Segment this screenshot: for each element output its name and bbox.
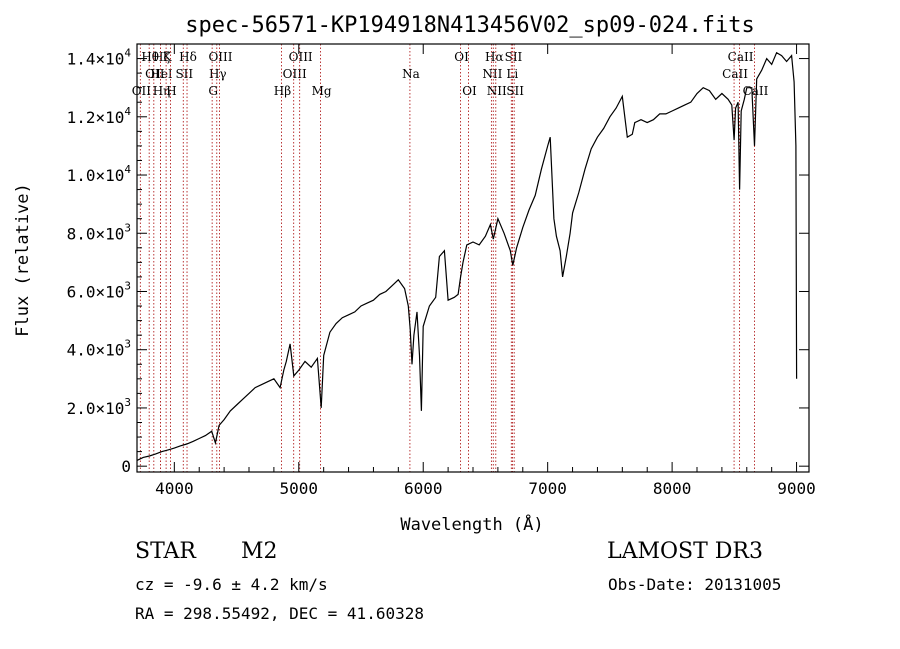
object-subclass: M2 xyxy=(241,539,278,564)
y-tick-exponent: 4 xyxy=(124,105,131,118)
y-tick-mantissa: 8.0×10 xyxy=(67,224,125,243)
x-axis-label: Wavelength (Å) xyxy=(400,513,543,535)
survey-name: LAMOST DR3 xyxy=(607,539,763,564)
spectral-line-markers: HθOIIOIIHζHeIHηKHSIIHδHγGOIIIHβOIIIOIIIM… xyxy=(132,44,769,472)
x-tick-label: 7000 xyxy=(528,479,567,498)
y-tick-label: 6.0×103 xyxy=(67,279,131,301)
x-tick-label: 4000 xyxy=(155,479,194,498)
y-tick-exponent: 3 xyxy=(124,338,131,351)
x-tick-label: 8000 xyxy=(653,479,692,498)
coordinates-readout: RA = 298.55492, DEC = 41.60328 xyxy=(135,604,424,623)
y-tick-label: 2.0×103 xyxy=(67,396,131,418)
line-marker-label: CaII xyxy=(728,50,754,64)
observation-date: Obs-Date: 20131005 xyxy=(608,575,782,594)
spectrum-line xyxy=(136,51,798,461)
line-marker-label: Hβ xyxy=(274,84,291,98)
y-tick-label: 1.2×104 xyxy=(67,105,132,127)
line-marker-label: OIII xyxy=(289,50,313,64)
line-marker-label: Hα xyxy=(485,50,504,64)
y-tick-exponent: 4 xyxy=(124,163,131,176)
y-axis-label: Flux (relative) xyxy=(13,183,33,337)
chart-title: spec-56571-KP194918N413456V02_sp09-024.f… xyxy=(185,13,755,38)
y-tick-exponent: 3 xyxy=(124,221,131,234)
y-tick-exponent: 3 xyxy=(124,396,131,409)
y-tick-label: 8.0×103 xyxy=(67,221,131,243)
object-class: STAR xyxy=(135,539,196,564)
line-marker-label: SII xyxy=(175,67,193,81)
y-tick-exponent: 3 xyxy=(124,279,131,292)
axis-ticks: 4000 5000 6000 7000 8000 900002.0×1034.0×1036… xyxy=(67,44,816,498)
y-tick-mantissa: 2.0×10 xyxy=(67,399,125,418)
y-tick-label: 1.0×104 xyxy=(67,163,132,185)
line-marker-label: OI xyxy=(462,84,477,98)
line-marker-label: Hζ xyxy=(153,50,170,64)
x-tick-label: 6000 xyxy=(404,479,443,498)
line-marker-label: Mg xyxy=(312,84,332,98)
x-tick-label: 9000 xyxy=(777,479,816,498)
y-tick-mantissa: 6.0×10 xyxy=(67,282,125,301)
line-marker-label: OIII xyxy=(208,50,232,64)
y-tick-label: 4.0×103 xyxy=(67,338,131,360)
line-marker-label: Hδ xyxy=(179,50,197,64)
line-marker-label: SII xyxy=(505,50,523,64)
y-tick-label: 1.4×104 xyxy=(67,47,132,69)
line-marker-label: SII xyxy=(506,84,524,98)
line-marker-label: NII xyxy=(487,84,507,98)
y-tick-exponent: 4 xyxy=(124,47,131,60)
plot-frame xyxy=(136,43,810,473)
x-tick-label: 5000 xyxy=(280,479,319,498)
line-marker-label: G xyxy=(208,84,218,98)
y-tick-label: 0 xyxy=(121,457,131,476)
y-tick-mantissa: 0 xyxy=(121,457,131,476)
line-marker-label: HeI xyxy=(150,67,173,81)
line-marker-label: Li xyxy=(506,67,518,81)
y-tick-mantissa: 1.4×10 xyxy=(67,50,125,69)
line-marker-label: CaII xyxy=(722,67,748,81)
line-marker-label: H xyxy=(166,84,176,98)
line-marker-label: OIII xyxy=(283,67,307,81)
line-marker-label: Hγ xyxy=(209,67,227,81)
y-tick-mantissa: 1.0×10 xyxy=(67,166,125,185)
line-marker-label: OII xyxy=(132,84,152,98)
redshift-readout: cz = -9.6 ± 4.2 km/s xyxy=(135,575,328,594)
line-marker-label: NII xyxy=(482,67,502,81)
y-tick-mantissa: 1.2×10 xyxy=(67,108,125,127)
y-tick-mantissa: 4.0×10 xyxy=(67,341,125,360)
line-marker-label: Na xyxy=(402,67,420,81)
line-marker-label: OII xyxy=(145,67,165,81)
line-marker-label: Hθ xyxy=(141,50,159,64)
line-marker-label: K xyxy=(163,50,173,64)
line-marker-label: OI xyxy=(454,50,469,64)
